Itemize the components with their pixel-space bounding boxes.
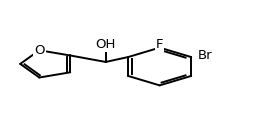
Text: OH: OH [96,38,116,51]
Text: O: O [34,44,44,57]
Text: F: F [156,38,163,51]
Text: Br: Br [198,49,212,62]
